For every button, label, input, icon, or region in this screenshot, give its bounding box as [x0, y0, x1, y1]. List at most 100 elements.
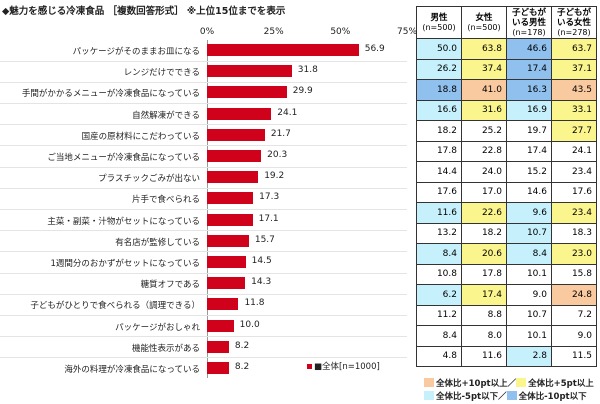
category-label: レンジだけでできる — [123, 68, 200, 79]
data-label: 56.9 — [364, 44, 385, 54]
tick-label: 25% — [263, 27, 284, 37]
table-row: 16.6 31.6 16.9 33.1 — [416, 99, 597, 121]
row-separator — [0, 293, 407, 295]
chart-title: ◆魅力を感じる冷凍食品 ［複数回答形式］ ※上位15位までを表示 — [2, 6, 286, 17]
category-label: 国産の原材料にこだわっている — [81, 131, 200, 142]
table-cell: 11.6 — [416, 202, 462, 224]
row-separator — [0, 124, 407, 126]
table-row: 4.8 11.6 2.8 11.5 — [416, 345, 597, 367]
table-cell: 8.4 — [506, 243, 552, 265]
table-cell: 14.4 — [416, 161, 462, 183]
category-label: 有名店が監修している — [115, 237, 200, 248]
table-row: 13.2 18.2 10.7 18.3 — [416, 222, 597, 244]
bar — [207, 65, 292, 78]
table-cell: 13.2 — [416, 222, 462, 244]
table-cell: 16.6 — [416, 99, 462, 121]
table-row: 8.4 20.6 8.4 23.0 — [416, 243, 597, 265]
tick-label: 0% — [199, 27, 215, 37]
table-row: 10.8 17.8 10.1 15.8 — [416, 263, 597, 285]
row-separator — [0, 230, 407, 232]
table-cell: 22.6 — [461, 202, 507, 224]
data-label: 17.1 — [258, 213, 279, 224]
legend-swatch — [307, 364, 312, 369]
bar — [207, 340, 229, 353]
row-separator — [0, 336, 407, 338]
row-separator — [0, 145, 407, 147]
table-cell: 10.1 — [506, 263, 552, 285]
key-label: 全体比+10pt以上／ — [436, 379, 517, 389]
table-cell: 24.8 — [551, 284, 597, 306]
row-separator — [0, 209, 407, 210]
table-cell: 10.1 — [506, 325, 552, 347]
table-cell: 17.4 — [461, 284, 507, 306]
table-cell: 11.5 — [551, 345, 597, 367]
category-label: 手間がかかるメニューが冷凍食品になっている — [21, 89, 200, 100]
table-row: 11.6 22.6 9.6 23.4 — [416, 202, 597, 224]
tick-label: 75% — [396, 27, 418, 37]
bar — [207, 298, 239, 311]
table-cell: 11.2 — [416, 304, 462, 326]
table-cell: 27.7 — [551, 120, 597, 142]
comparison-table: 男性 (n=500) 女性 (n=500) 子どもが いる男性 (n=178) 子どもが いる女… — [416, 6, 597, 367]
table-cell: 17.8 — [461, 263, 507, 285]
table-cell: 31.6 — [461, 99, 507, 121]
table-cell: 24.1 — [551, 140, 597, 162]
table-cell: 4.8 — [416, 345, 462, 367]
row-separator — [0, 81, 407, 83]
data-label: 14.3 — [251, 277, 272, 288]
tick-label: 50% — [330, 27, 351, 37]
table-cell: 8.4 — [416, 243, 462, 265]
column-header: 男性 (n=500) — [416, 6, 462, 39]
table-cell: 33.1 — [551, 99, 597, 121]
column-header: 子どもが いる男性 (n=178) — [506, 6, 552, 39]
bar — [207, 213, 253, 226]
bar — [207, 319, 234, 332]
data-label: 15.7 — [254, 234, 275, 245]
table-cell: 8.8 — [461, 304, 507, 326]
column-header: 子どもが いる女性 (n=278) — [551, 6, 597, 39]
table-cell: 63.8 — [461, 38, 507, 60]
row-separator — [0, 315, 407, 316]
row-separator — [0, 251, 407, 253]
row-separator — [0, 103, 407, 104]
bar — [207, 362, 229, 374]
table-cell: 19.7 — [506, 120, 552, 142]
key-swatch-orange — [424, 378, 434, 387]
data-label: 8.2 — [234, 340, 250, 351]
data-label: 29.9 — [292, 86, 313, 97]
column-header: 女性 (n=500) — [461, 6, 507, 39]
table-cell: 17.6 — [551, 181, 597, 203]
table-cell: 17.8 — [416, 140, 462, 162]
table-cell: 6.2 — [416, 284, 462, 306]
table-row: 6.2 17.4 9.0 24.8 — [416, 284, 597, 306]
data-label: 31.8 — [297, 65, 318, 76]
table-row: 14.4 24.0 15.2 23.4 — [416, 161, 597, 183]
bar — [207, 44, 359, 56]
table-cell: 10.7 — [506, 222, 552, 244]
data-label: 21.7 — [270, 128, 291, 139]
bar — [207, 86, 287, 99]
table-cell: 8.0 — [461, 325, 507, 347]
table-row: 17.8 22.8 17.4 24.1 — [416, 140, 597, 162]
table-row: 26.2 37.4 17.4 37.1 — [416, 58, 597, 80]
table-cell: 2.8 — [506, 345, 552, 367]
table-row: 11.2 8.8 10.7 7.2 — [416, 304, 597, 326]
table-cell: 9.0 — [506, 284, 552, 306]
category-label: 1週間分のおかずがセットになっている — [50, 259, 201, 269]
table-row: 18.8 41.0 16.3 43.5 — [416, 79, 597, 101]
table-cell: 16.3 — [506, 79, 552, 101]
table-cell: 15.8 — [551, 263, 597, 285]
category-label: 片手で食べられる — [131, 195, 200, 206]
row-separator — [0, 166, 407, 168]
table-cell: 8.4 — [416, 325, 462, 347]
bar — [207, 192, 254, 205]
key-swatch-yellow — [516, 378, 527, 387]
data-label: 10.0 — [239, 319, 260, 330]
table-cell: 14.6 — [506, 181, 552, 203]
table-cell: 18.2 — [461, 222, 507, 244]
table-cell: 17.0 — [461, 181, 507, 203]
data-label: 19.2 — [264, 171, 285, 182]
data-label: 11.8 — [244, 298, 265, 309]
table-cell: 43.5 — [551, 79, 597, 101]
